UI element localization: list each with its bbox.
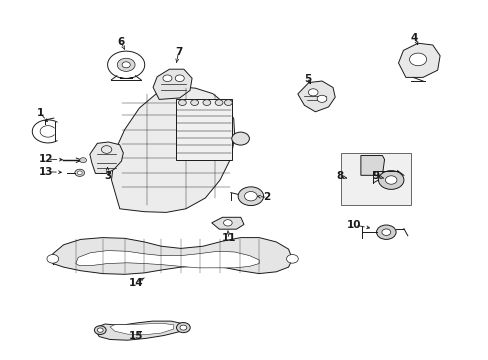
Circle shape [378, 171, 403, 189]
Polygon shape [76, 251, 259, 268]
Text: 14: 14 [128, 278, 143, 288]
Circle shape [385, 176, 396, 184]
Polygon shape [211, 217, 244, 229]
Circle shape [231, 132, 249, 145]
Text: 7: 7 [174, 47, 182, 57]
Text: 9: 9 [372, 171, 379, 181]
Text: 10: 10 [346, 220, 361, 230]
Text: 8: 8 [336, 171, 343, 181]
Polygon shape [96, 321, 184, 340]
Circle shape [122, 62, 130, 68]
Text: 1: 1 [37, 108, 44, 118]
Polygon shape [153, 69, 192, 99]
Circle shape [224, 100, 232, 105]
Circle shape [176, 323, 190, 333]
Circle shape [376, 225, 395, 239]
Text: 6: 6 [118, 37, 124, 48]
Circle shape [244, 192, 257, 201]
Text: 3: 3 [104, 171, 111, 181]
Circle shape [317, 95, 326, 102]
Circle shape [94, 326, 106, 334]
Text: 5: 5 [304, 74, 311, 84]
Circle shape [381, 229, 390, 235]
Circle shape [180, 325, 186, 330]
Circle shape [190, 100, 198, 105]
Circle shape [80, 158, 86, 163]
Text: 15: 15 [128, 330, 143, 341]
Text: 12: 12 [39, 154, 54, 164]
Circle shape [308, 89, 317, 96]
Text: 13: 13 [39, 167, 54, 177]
Circle shape [408, 53, 426, 66]
Text: 2: 2 [263, 192, 269, 202]
Polygon shape [111, 86, 234, 212]
Circle shape [223, 220, 232, 226]
Circle shape [203, 100, 210, 105]
Circle shape [77, 171, 82, 175]
Text: 11: 11 [221, 233, 236, 243]
Circle shape [238, 187, 263, 206]
Circle shape [47, 255, 59, 263]
Circle shape [175, 75, 184, 82]
Bar [176, 99, 232, 160]
Polygon shape [53, 238, 292, 274]
Circle shape [286, 255, 298, 263]
Circle shape [215, 100, 223, 105]
Polygon shape [360, 156, 384, 175]
Circle shape [163, 75, 172, 82]
Polygon shape [398, 43, 439, 77]
Circle shape [75, 169, 84, 176]
Circle shape [117, 58, 135, 71]
Circle shape [97, 328, 103, 332]
Polygon shape [110, 323, 173, 335]
Polygon shape [297, 81, 334, 112]
Bar [341, 153, 410, 205]
Polygon shape [90, 142, 123, 174]
Text: 4: 4 [410, 33, 418, 43]
Circle shape [178, 100, 186, 105]
